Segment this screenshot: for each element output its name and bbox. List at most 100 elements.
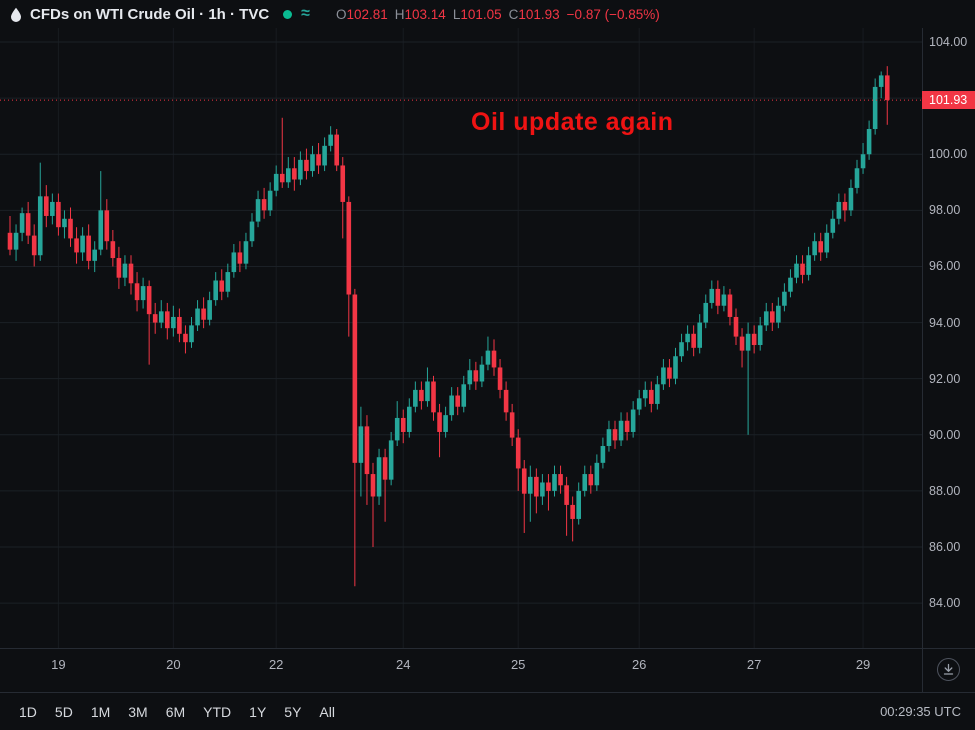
arrow-down-to-line-icon: [943, 663, 954, 675]
candle-body: [231, 252, 237, 273]
candle-body: [25, 213, 31, 236]
symbol-title[interactable]: CFDs on WTI Crude Oil · 1h · TVC: [30, 5, 270, 23]
candle-body: [13, 232, 19, 250]
candle-body: [261, 199, 267, 211]
candle-body: [509, 412, 515, 438]
axis-corner: [922, 649, 975, 692]
candle-body: [165, 311, 170, 329]
candle-body: [776, 305, 781, 323]
time-tick-label[interactable]: 25: [510, 657, 526, 672]
candle-body: [491, 350, 497, 368]
candle-body: [679, 342, 684, 357]
range-5d-button[interactable]: 5D: [46, 700, 82, 724]
candle-body: [715, 288, 721, 306]
candle-body: [98, 210, 104, 250]
time-tick-label[interactable]: 24: [396, 657, 411, 672]
candle-body: [588, 474, 594, 486]
time-tick-label[interactable]: 22: [268, 657, 284, 672]
candle-body: [213, 280, 218, 301]
candle-body: [824, 232, 830, 253]
time-tick-label[interactable]: 26: [631, 657, 647, 672]
candle-body: [576, 490, 581, 519]
candle-body: [44, 196, 49, 216]
candle-body: [431, 381, 436, 413]
candle-body: [7, 232, 13, 250]
time-tick-label[interactable]: 20: [166, 657, 181, 672]
candle-body: [763, 311, 769, 326]
close-value: 101.93: [518, 6, 560, 22]
candle-body: [751, 333, 757, 346]
range-5y-button[interactable]: 5Y: [275, 700, 310, 724]
candle-body: [304, 159, 309, 172]
range-1y-button[interactable]: 1Y: [240, 700, 275, 724]
range-1m-button[interactable]: 1M: [82, 700, 119, 724]
candle-body: [80, 235, 85, 253]
candle-body: [600, 446, 606, 463]
candle-body: [195, 308, 200, 326]
candle-body: [757, 325, 763, 346]
price-tick-label: 90.00: [929, 427, 961, 442]
range-ytd-button[interactable]: YTD: [194, 700, 240, 724]
range-6m-button[interactable]: 6M: [157, 700, 194, 724]
range-all-button[interactable]: All: [310, 700, 344, 724]
candle-body: [788, 277, 793, 292]
candle-body: [177, 316, 182, 334]
candle-body: [171, 316, 176, 329]
candle-body: [340, 165, 346, 202]
price-tick-label: 98.00: [929, 203, 961, 218]
candle-body: [558, 474, 563, 486]
candle-body: [836, 201, 842, 219]
time-tick-label[interactable]: 29: [855, 657, 871, 672]
candle-body: [854, 168, 860, 188]
utc-clock-button[interactable]: 00:29:35 UTC: [880, 704, 961, 719]
candle-body: [455, 395, 460, 407]
price-tick-label: 86.00: [929, 540, 961, 554]
candle-body: [152, 314, 158, 323]
candle-body: [279, 173, 285, 183]
candle-body: [540, 482, 545, 497]
candle-body: [394, 417, 400, 441]
last-price-label: 101.93: [922, 91, 975, 110]
candle-body: [479, 364, 485, 382]
candle-body: [818, 241, 823, 253]
candle-body: [388, 440, 394, 480]
candle-body: [400, 417, 406, 432]
close-label: C: [508, 6, 519, 22]
candle-body: [128, 263, 134, 284]
candle-body: [594, 462, 600, 486]
price-tick-label: 96.00: [929, 259, 961, 274]
session-wave-icon[interactable]: ≈: [301, 5, 310, 22]
price-axis[interactable]: 104.00 100.00 98.00 96.00 94.00 92.00 90.00 88.…: [922, 28, 975, 648]
candle-body: [134, 283, 140, 301]
candle-body: [346, 201, 352, 295]
candle-body: [842, 201, 848, 211]
chart-header: CFDs on WTI Crude Oil · 1h · TVC ≈ O 102.…: [0, 0, 975, 28]
candle-body: [733, 316, 739, 337]
time-axis[interactable]: 19 20 22 24 25 26 27 29: [0, 649, 922, 692]
candle-body: [546, 482, 551, 491]
range-3m-button[interactable]: 3M: [119, 700, 156, 724]
candle-body: [528, 476, 533, 494]
candle-body: [473, 370, 479, 382]
candle-body: [298, 159, 303, 180]
candle-body: [225, 272, 231, 292]
candle-body: [407, 406, 412, 432]
candle-body: [19, 213, 25, 233]
go-to-realtime-button[interactable]: [937, 658, 960, 681]
range-1d-button[interactable]: 1D: [10, 700, 46, 724]
candle-body: [612, 429, 618, 441]
bottom-toolbar: 1D 5D 1M 3M 6M YTD 1Y 5Y All 00:29:35 UTC: [0, 692, 975, 730]
low-label: L: [452, 6, 461, 22]
market-status-dot-icon[interactable]: [283, 9, 293, 19]
high-value: 103.14: [404, 6, 446, 22]
candlestick-chart[interactable]: [0, 0, 922, 648]
candle-body: [467, 370, 473, 385]
candle-body: [661, 367, 666, 385]
price-tick-label: 94.00: [929, 315, 961, 330]
chart-annotation-text[interactable]: Oil update again: [471, 108, 674, 136]
time-tick-label[interactable]: 27: [746, 657, 762, 672]
candle-body: [503, 389, 509, 413]
time-tick-label[interactable]: 19: [51, 657, 66, 672]
open-label: O: [335, 6, 347, 22]
